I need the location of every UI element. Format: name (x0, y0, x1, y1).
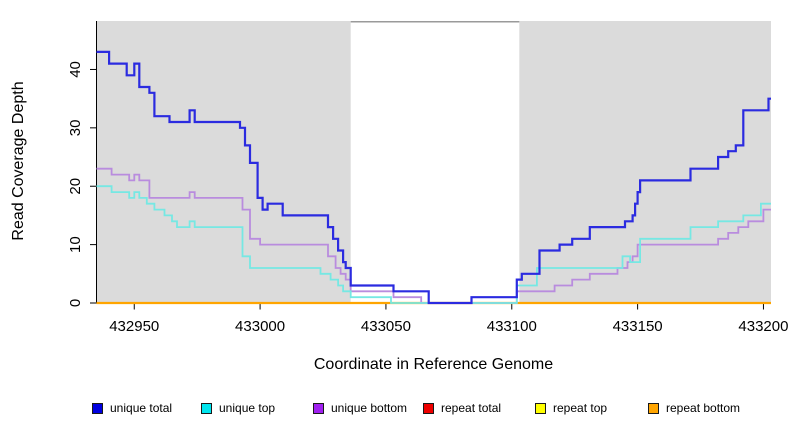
unique-total-line (96, 50, 771, 305)
x-tick-label-433150: 433150 (613, 318, 663, 335)
x-tick-label-432950: 432950 (109, 318, 159, 335)
x-tick-label-433050: 433050 (361, 318, 411, 335)
y-tick-label-20: 20 (67, 178, 84, 195)
x-tick-label-433100: 433100 (487, 318, 537, 335)
y-axis-title: Read Coverage Depth (10, 81, 27, 241)
y-tick-label-10: 10 (67, 236, 84, 253)
unique-top-line (96, 185, 771, 304)
x-axis-title: Coordinate in Reference Genome (313, 356, 554, 373)
y-tick-label-30: 30 (67, 120, 84, 137)
y-tick-label-40: 40 (67, 61, 84, 78)
y-tick-label-0: 0 (67, 299, 84, 307)
highlight-region (350, 21, 520, 303)
unique-bottom-line (96, 167, 771, 304)
x-tick-label-433000: 433000 (235, 318, 285, 335)
x-tick-label-433200: 433200 (738, 318, 788, 335)
